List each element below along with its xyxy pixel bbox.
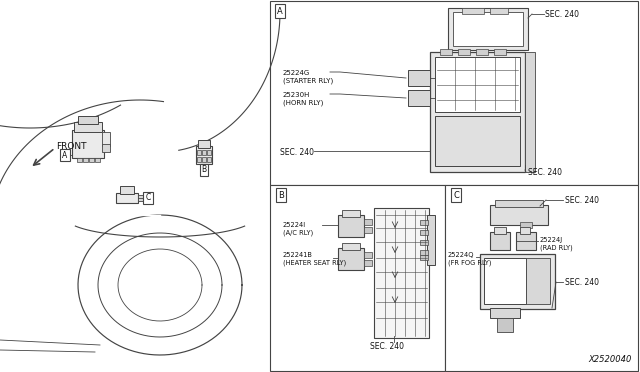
Bar (338, 248, 364, 270)
Bar (408, 90, 430, 106)
Bar (476, 49, 488, 55)
Bar (364, 227, 372, 233)
Bar (520, 222, 532, 228)
Text: X2520040: X2520040 (589, 355, 632, 364)
Bar (420, 220, 428, 225)
Bar (430, 52, 525, 172)
Bar (420, 250, 428, 255)
Bar (494, 227, 506, 234)
Bar (270, 185, 445, 371)
Bar (490, 308, 520, 318)
Bar (374, 208, 429, 338)
Bar (453, 12, 523, 46)
Bar (525, 52, 535, 172)
Bar (408, 70, 430, 86)
Text: B: B (278, 190, 284, 199)
Text: SEC. 240: SEC. 240 (565, 196, 599, 205)
Text: B: B (202, 166, 207, 174)
Text: 252241B
(HEATER SEAT RLY): 252241B (HEATER SEAT RLY) (283, 252, 346, 266)
Bar (202, 150, 206, 155)
Bar (448, 8, 528, 50)
Bar (197, 150, 201, 155)
Bar (89, 158, 94, 162)
Bar (494, 49, 506, 55)
Bar (484, 258, 526, 304)
Bar (445, 185, 638, 371)
Text: A: A (62, 151, 68, 160)
Bar (138, 195, 144, 201)
Text: 25224G
(STARTER RLY): 25224G (STARTER RLY) (283, 70, 333, 84)
Bar (420, 230, 428, 235)
Bar (490, 205, 548, 225)
Bar (102, 144, 110, 152)
Bar (516, 232, 536, 250)
Text: 25224I
(A/C RLY): 25224I (A/C RLY) (283, 222, 313, 236)
Bar (420, 255, 428, 260)
Text: A: A (277, 6, 283, 16)
Bar (520, 227, 530, 234)
Bar (495, 200, 543, 207)
Bar (364, 260, 372, 266)
Text: 25230H
(HORN RLY): 25230H (HORN RLY) (283, 92, 323, 106)
Bar (364, 219, 372, 225)
Bar (207, 150, 211, 155)
Bar (197, 157, 201, 162)
Bar (435, 116, 520, 166)
Bar (270, 1, 638, 185)
Text: 25224Q
(FR FOG RLY): 25224Q (FR FOG RLY) (448, 252, 492, 266)
Text: SEC. 240: SEC. 240 (370, 342, 404, 351)
Bar (526, 258, 550, 304)
Bar (95, 158, 100, 162)
Bar (116, 193, 138, 203)
Bar (420, 240, 428, 245)
Bar (490, 232, 510, 250)
Bar (427, 215, 435, 265)
Bar (342, 243, 360, 250)
Bar (480, 254, 555, 309)
Text: C: C (453, 190, 459, 199)
Bar (435, 57, 520, 112)
Bar (342, 210, 360, 217)
Bar (338, 215, 364, 237)
Bar (74, 122, 102, 132)
Bar (198, 140, 210, 148)
Text: SEC. 240: SEC. 240 (280, 148, 314, 157)
Bar (490, 8, 508, 14)
Bar (196, 146, 212, 164)
Bar (202, 157, 206, 162)
Bar (83, 158, 88, 162)
Bar (497, 318, 513, 332)
Bar (120, 186, 134, 194)
Bar (364, 252, 372, 258)
Text: SEC. 240: SEC. 240 (565, 278, 599, 287)
Text: FRONT: FRONT (56, 142, 86, 151)
Text: 25224J
(RAD RLY): 25224J (RAD RLY) (540, 237, 573, 251)
Bar (77, 158, 82, 162)
Text: C: C (145, 193, 150, 202)
Bar (458, 49, 470, 55)
Text: SEC. 240: SEC. 240 (545, 10, 579, 19)
Bar (440, 49, 452, 55)
Bar (207, 157, 211, 162)
Bar (72, 130, 104, 158)
Bar (462, 8, 484, 14)
Bar (78, 116, 98, 124)
Bar (102, 132, 110, 146)
Text: SEC. 240: SEC. 240 (528, 168, 562, 177)
